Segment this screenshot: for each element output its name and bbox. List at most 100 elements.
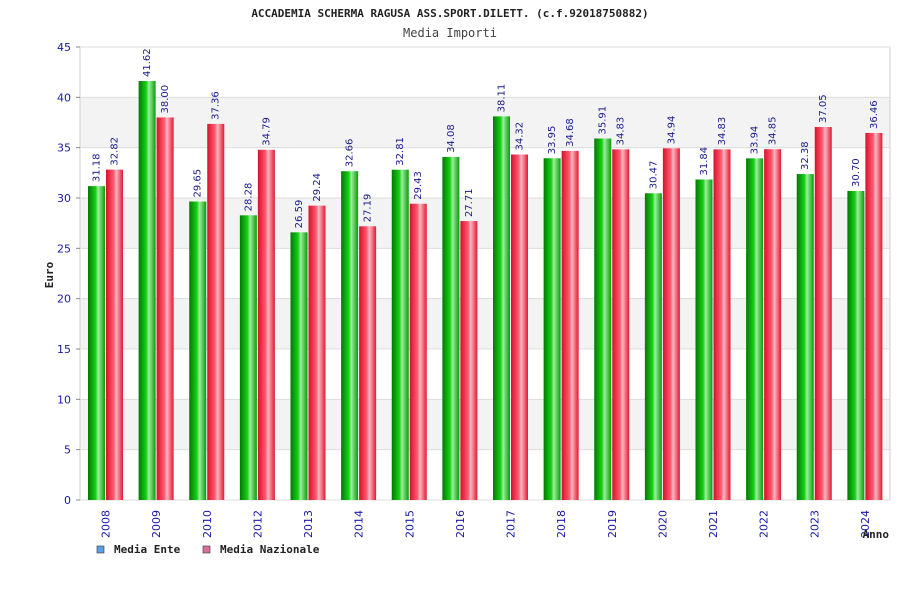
data-label-nazionale-2020: 34.94 — [666, 116, 677, 145]
bar-ente-2024 — [847, 190, 865, 500]
legend-label-media-nazionale: Media Nazionale — [220, 543, 320, 556]
x-tick-label: 2023 — [808, 510, 821, 538]
bar-ente-2016 — [442, 156, 460, 501]
y-tick-label: 25 — [57, 242, 71, 255]
bar-nazionale-2009 — [156, 117, 174, 500]
y-tick-label: 20 — [57, 293, 71, 306]
plot-band — [80, 47, 890, 98]
data-label-ente-2015: 32.81 — [395, 137, 406, 166]
bar-ente-2010 — [189, 201, 207, 501]
chart-subtitle: Media Importi — [403, 26, 497, 40]
y-tick-label: 0 — [64, 494, 71, 507]
y-tick-label: 5 — [64, 444, 71, 457]
data-label-ente-2013: 26.59 — [294, 200, 305, 229]
x-tick-label: 2017 — [505, 510, 518, 538]
bars — [88, 81, 883, 501]
bar-nazionale-2012 — [257, 149, 275, 500]
data-labels: 31.18 32.82 41.62 38.00 29.65 37.36 28.28 34.79… — [92, 48, 880, 228]
bar-nazionale-2008 — [106, 169, 123, 500]
bar-ente-2021 — [695, 179, 713, 500]
x-tick-label: 2016 — [454, 510, 467, 538]
data-label-ente-2020: 30.47 — [648, 161, 659, 190]
bar-nazionale-2017 — [511, 154, 528, 500]
x-axis-title: Anno — [863, 528, 890, 541]
data-label-nazionale-2021: 34.83 — [717, 117, 728, 146]
bar-ente-2008 — [88, 186, 105, 500]
data-label-nazionale-2017: 34.32 — [515, 122, 526, 151]
bar-ente-2013 — [290, 232, 308, 500]
data-label-ente-2021: 31.84 — [699, 147, 710, 176]
data-label-nazionale-2016: 27.71 — [464, 188, 475, 217]
y-tick-label: 15 — [57, 343, 71, 356]
bar-ente-2023 — [796, 174, 814, 501]
y-tick-label: 30 — [57, 192, 71, 205]
bar-nazionale-2016 — [460, 221, 478, 500]
chart-title: ACCADEMIA SCHERMA RAGUSA ASS.SPORT.DILET… — [251, 7, 648, 20]
y-tick-label: 40 — [57, 91, 71, 104]
x-tick-label: 2015 — [403, 510, 416, 538]
y-tick-label: 10 — [57, 393, 71, 406]
data-label-nazionale-2012: 34.79 — [261, 117, 272, 146]
x-tick-label: 2022 — [758, 510, 771, 538]
data-label-nazionale-2023: 37.05 — [818, 94, 829, 123]
bar-nazionale-2023 — [814, 127, 832, 500]
bar-ente-2014 — [341, 171, 359, 501]
bar-ente-2012 — [239, 215, 257, 500]
data-label-ente-2014: 32.66 — [345, 139, 356, 168]
x-tick-label: 2012 — [251, 510, 264, 538]
data-label-ente-2022: 33.94 — [750, 126, 761, 155]
x-tick-label: 2024 — [859, 510, 872, 538]
data-label-nazionale-2018: 34.68 — [565, 118, 576, 147]
bar-ente-2017 — [493, 116, 510, 500]
data-label-ente-2010: 29.65 — [193, 169, 204, 198]
x-tick-label: 2021 — [707, 510, 720, 538]
data-label-nazionale-2010: 37.36 — [211, 91, 222, 120]
bar-nazionale-2024 — [865, 132, 883, 500]
bar-nazionale-2013 — [308, 205, 326, 500]
x-tick-label: 2020 — [656, 510, 669, 538]
data-label-nazionale-2022: 34.85 — [768, 117, 779, 146]
data-label-nazionale-2014: 27.19 — [363, 194, 374, 223]
data-label-ente-2009: 41.62 — [142, 48, 153, 77]
data-label-nazionale-2008: 32.82 — [110, 137, 121, 166]
data-label-ente-2008: 31.18 — [92, 153, 103, 182]
data-label-ente-2023: 32.38 — [800, 141, 811, 170]
bar-ente-2022 — [746, 158, 764, 500]
bar-nazionale-2015 — [409, 203, 427, 500]
bar-ente-2015 — [391, 169, 409, 501]
data-label-nazionale-2009: 38.00 — [160, 85, 171, 114]
x-tick-label: 2010 — [201, 510, 214, 538]
bar-nazionale-2022 — [764, 149, 782, 500]
bar-nazionale-2018 — [561, 150, 579, 500]
y-tick-label: 35 — [57, 142, 71, 155]
data-label-ente-2017: 38.11 — [497, 84, 508, 113]
legend-swatch-media-ente — [96, 545, 105, 554]
bar-ente-2018 — [543, 158, 561, 500]
legend: Media Ente Media Nazionale — [96, 543, 320, 556]
data-label-ente-2019: 35.91 — [598, 106, 609, 135]
data-label-ente-2024: 30.70 — [851, 158, 862, 187]
bar-nazionale-2020 — [662, 148, 680, 500]
data-label-nazionale-2024: 36.46 — [869, 100, 880, 129]
bar-ente-2020 — [644, 193, 662, 500]
x-axis-ticks: 2008 2009 2010 2012 2013 2014 2015 2016 2017 2018… — [100, 510, 872, 538]
x-tick-label: 2009 — [150, 510, 163, 538]
data-label-nazionale-2013: 29.24 — [312, 173, 323, 202]
x-tick-label: 2019 — [606, 510, 619, 538]
bar-ente-2019 — [594, 138, 612, 501]
x-tick-label: 2014 — [353, 510, 366, 538]
bar-nazionale-2019 — [612, 149, 630, 501]
y-axis-title: Euro — [43, 261, 56, 288]
x-tick-label: 2013 — [302, 510, 315, 538]
data-label-nazionale-2019: 34.83 — [616, 117, 627, 146]
legend-swatch-media-nazionale — [202, 545, 211, 554]
y-tick-label: 45 — [57, 41, 71, 54]
bar-nazionale-2014 — [359, 226, 377, 500]
data-label-ente-2016: 34.08 — [446, 124, 457, 153]
bar-nazionale-2010 — [207, 123, 225, 500]
y-axis-ticks: 0 5 10 15 20 25 30 35 40 45 — [57, 41, 71, 507]
bar-ente-2009 — [138, 81, 156, 500]
legend-label-media-ente: Media Ente — [114, 543, 181, 556]
data-label-nazionale-2015: 29.43 — [413, 171, 424, 200]
